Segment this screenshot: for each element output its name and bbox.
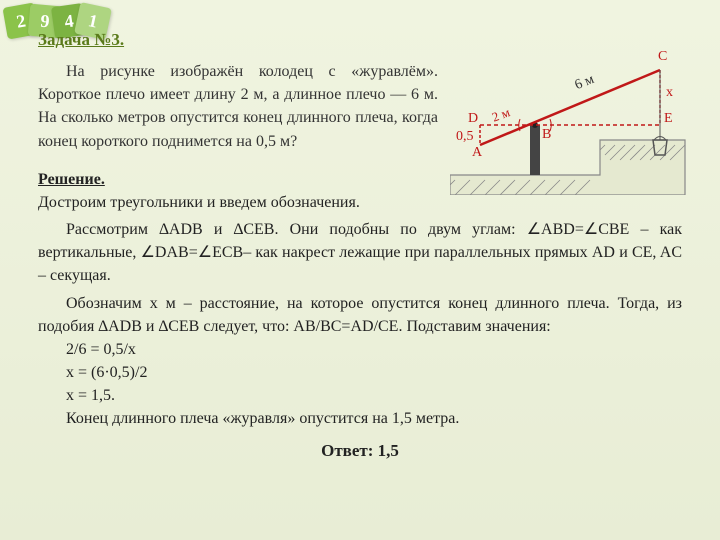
problem-statement: На рисунке изображён колодец с «журавлём… [38,60,438,153]
label-D: D [468,111,478,127]
well-diagram: A B C D E 0,5 x 2 м 6 м [450,45,690,195]
slide-content: Задача №3. На рисунке изображён колодец … [0,0,720,481]
solution-conclusion: Конец длинного плеча «журавля» опустится… [66,407,682,430]
label-E: E [664,111,673,127]
solution-para-1: Рассмотрим ∆ADB и ∆CEB. Они подобны по д… [38,218,682,288]
calc-line-2: x = (6·0,5)/2 [66,361,682,384]
calc-line-1: 2/6 = 0,5/x [66,338,682,361]
label-A: A [472,145,482,161]
solution-para-2: Обозначим x м – расстояние, на которое о… [38,292,682,338]
label-B: B [542,127,551,143]
label-half: 0,5 [456,129,474,145]
label-x: x [666,85,673,101]
calc-line-3: x = 1,5. [66,384,682,407]
label-C: C [658,49,667,65]
answer: Ответ: 1,5 [38,441,682,461]
